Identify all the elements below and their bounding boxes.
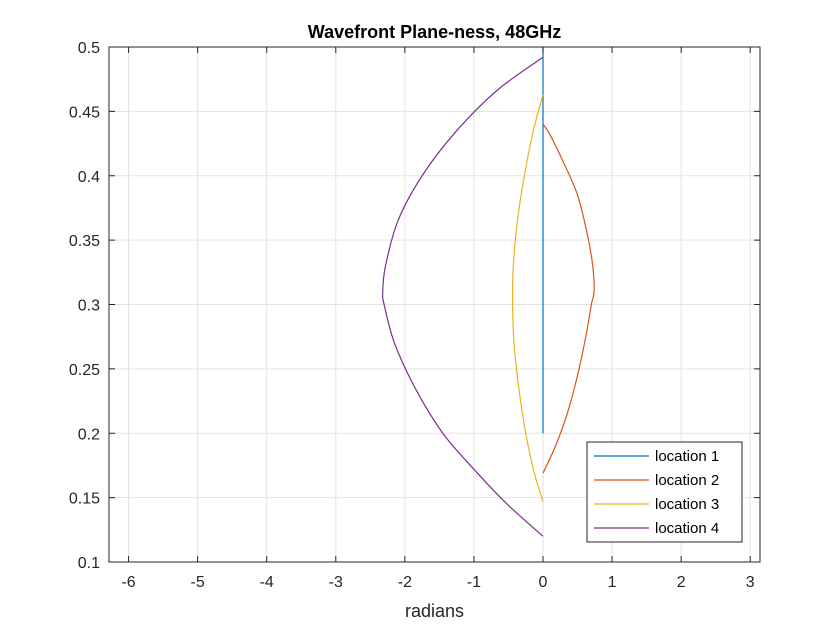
x-tick-label: -4 <box>260 574 274 591</box>
legend-box <box>586 441 743 543</box>
x-tick-label: -6 <box>121 574 135 591</box>
y-tick-label: 0.2 <box>78 426 100 443</box>
series-line-location-4 <box>381 56 544 537</box>
y-tick-label: 0.5 <box>78 40 100 57</box>
y-tick-label: 0.45 <box>69 104 100 121</box>
y-tick-label: 0.25 <box>69 362 100 379</box>
y-tick-label: 0.15 <box>69 491 100 508</box>
x-tick-label: 3 <box>746 574 755 591</box>
x-tick-label: -1 <box>467 574 481 591</box>
x-tick-label: 1 <box>608 574 617 591</box>
legend: location 1 location 2 location 3 location 4 <box>586 441 743 543</box>
legend-label-location-3: location 3 <box>655 496 719 513</box>
series-line-location-3 <box>511 94 544 502</box>
data-series <box>381 47 595 537</box>
legend-label-location-2: location 2 <box>655 472 719 489</box>
y-tick-label: 0.1 <box>78 555 100 572</box>
y-tick-label: 0.35 <box>69 233 100 250</box>
series-line-location-2 <box>542 123 595 474</box>
legend-label-location-1: location 1 <box>655 448 719 465</box>
x-tick-label: -3 <box>329 574 343 591</box>
x-tick-label: 2 <box>677 574 686 591</box>
y-tick-label: 0.3 <box>78 298 100 315</box>
legend-label-location-4: location 4 <box>655 520 719 537</box>
y-tick-label: 0.4 <box>78 169 100 186</box>
x-axis-label: radians <box>405 601 464 621</box>
x-tick-label: -2 <box>398 574 412 591</box>
x-tick-label: -5 <box>191 574 205 591</box>
axis-ticks: -6 -5 -4 -3 -2 -1 0 1 2 3 0.1 0.15 0.2 0.25 0.3 0.35 0.4… <box>69 40 760 591</box>
chart-title: Wavefront Plane-ness, 48GHz <box>308 22 561 42</box>
x-tick-label: 0 <box>539 574 548 591</box>
